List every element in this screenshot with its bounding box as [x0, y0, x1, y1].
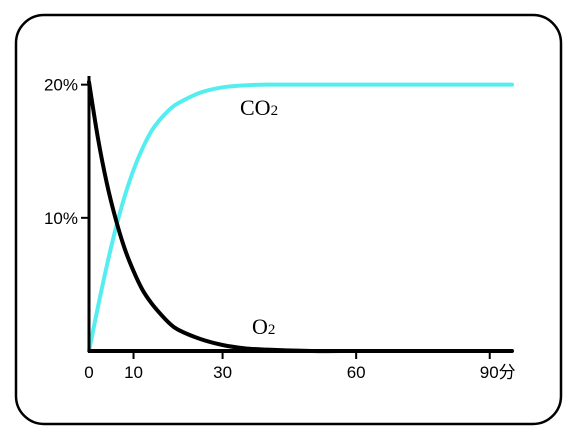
o2-label: O2	[252, 314, 275, 339]
x-tick-label: 30	[213, 363, 232, 382]
chart-frame	[14, 13, 563, 426]
co2-label: CO2	[240, 95, 278, 120]
y-tick-label: 10%	[44, 209, 78, 228]
plot-area: 10% 20% 0 10 30 60 90分 CO2 O2	[44, 76, 516, 382]
x-tick-label: 10	[124, 363, 143, 382]
co2-line	[87, 82, 514, 353]
x-tick-label: 60	[347, 363, 366, 382]
x-tick-label: 90分	[480, 363, 516, 382]
y-tick-label: 20%	[44, 76, 78, 95]
x-tick-label: 0	[84, 363, 93, 382]
